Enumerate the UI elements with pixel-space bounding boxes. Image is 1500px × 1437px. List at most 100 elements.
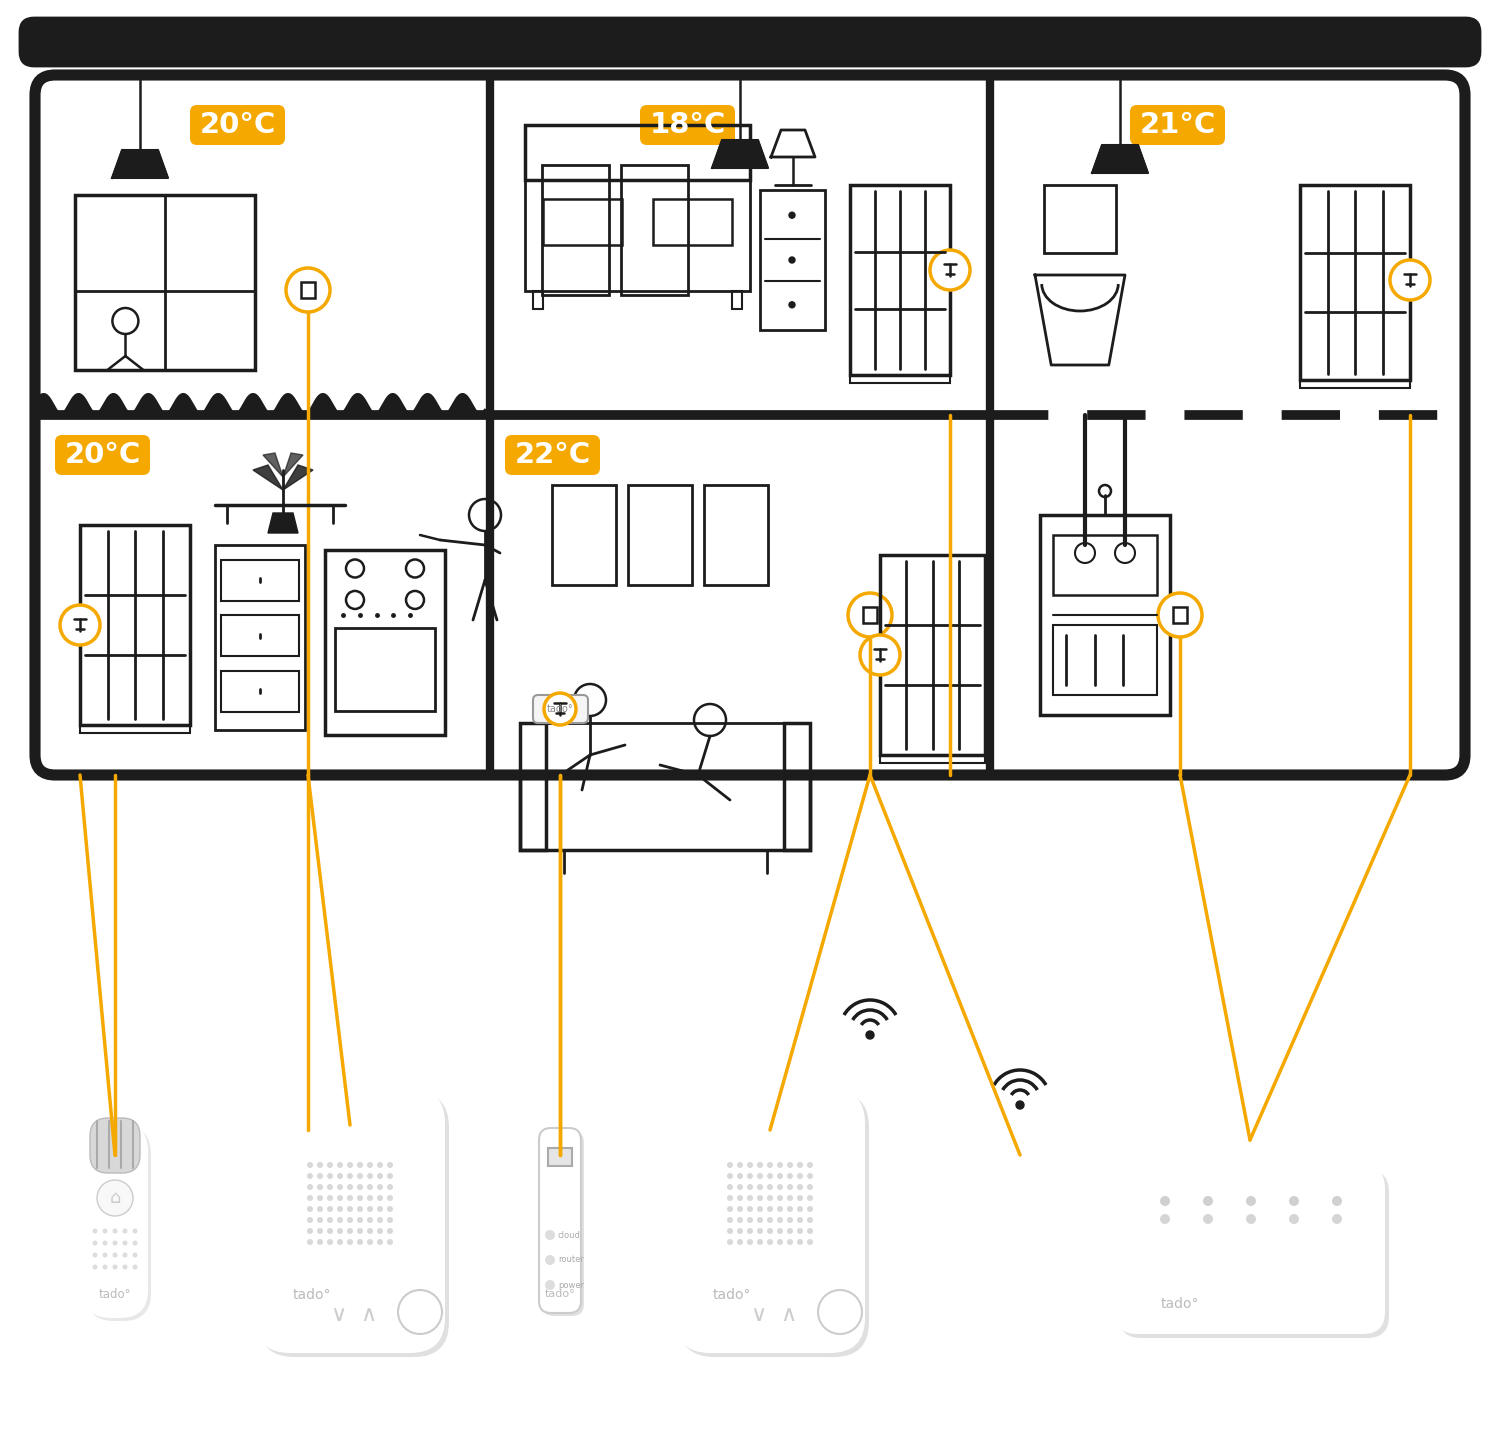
FancyBboxPatch shape bbox=[538, 1128, 580, 1313]
Circle shape bbox=[346, 1206, 352, 1211]
Circle shape bbox=[766, 1229, 772, 1234]
Circle shape bbox=[316, 1196, 322, 1201]
Circle shape bbox=[1332, 1196, 1342, 1206]
Circle shape bbox=[112, 1253, 117, 1257]
Bar bbox=[1040, 514, 1170, 716]
Circle shape bbox=[796, 1229, 802, 1234]
Circle shape bbox=[544, 1280, 555, 1290]
Text: ∨: ∨ bbox=[750, 1305, 766, 1325]
Circle shape bbox=[807, 1229, 813, 1234]
Circle shape bbox=[777, 1217, 783, 1223]
Circle shape bbox=[758, 1184, 764, 1190]
Circle shape bbox=[316, 1173, 322, 1178]
Circle shape bbox=[132, 1240, 138, 1246]
Circle shape bbox=[736, 1184, 742, 1190]
Circle shape bbox=[807, 1206, 813, 1211]
Circle shape bbox=[544, 1230, 555, 1240]
Bar bbox=[302, 282, 315, 297]
Circle shape bbox=[758, 1163, 764, 1168]
Circle shape bbox=[788, 1163, 794, 1168]
Polygon shape bbox=[712, 139, 768, 168]
FancyBboxPatch shape bbox=[680, 1092, 868, 1357]
Circle shape bbox=[777, 1239, 783, 1244]
Circle shape bbox=[788, 1173, 794, 1178]
Circle shape bbox=[758, 1229, 764, 1234]
Circle shape bbox=[789, 213, 795, 218]
Circle shape bbox=[728, 1229, 734, 1234]
Text: 22°C: 22°C bbox=[514, 441, 591, 468]
Circle shape bbox=[376, 1206, 382, 1211]
Circle shape bbox=[789, 257, 795, 263]
Circle shape bbox=[316, 1229, 322, 1234]
Bar bbox=[704, 486, 768, 585]
Text: ∨: ∨ bbox=[330, 1305, 346, 1325]
FancyBboxPatch shape bbox=[542, 1131, 584, 1316]
Circle shape bbox=[338, 1206, 344, 1211]
Circle shape bbox=[308, 1173, 314, 1178]
Circle shape bbox=[747, 1163, 753, 1168]
Circle shape bbox=[1158, 593, 1202, 637]
Bar bbox=[220, 560, 298, 601]
Bar bbox=[326, 550, 446, 734]
Polygon shape bbox=[268, 513, 298, 533]
Circle shape bbox=[112, 308, 138, 333]
Circle shape bbox=[766, 1163, 772, 1168]
Circle shape bbox=[747, 1184, 753, 1190]
Circle shape bbox=[788, 1229, 794, 1234]
FancyBboxPatch shape bbox=[34, 75, 1466, 775]
Bar bbox=[628, 486, 692, 585]
Circle shape bbox=[777, 1173, 783, 1178]
Circle shape bbox=[807, 1163, 813, 1168]
Polygon shape bbox=[262, 453, 284, 477]
Circle shape bbox=[1332, 1214, 1342, 1224]
Polygon shape bbox=[284, 466, 314, 490]
FancyBboxPatch shape bbox=[1130, 105, 1226, 145]
Circle shape bbox=[357, 1206, 363, 1211]
Circle shape bbox=[338, 1229, 344, 1234]
Circle shape bbox=[98, 1180, 134, 1216]
Bar bbox=[732, 292, 742, 309]
Circle shape bbox=[368, 1206, 374, 1211]
Circle shape bbox=[376, 1184, 382, 1190]
Circle shape bbox=[102, 1265, 108, 1269]
Circle shape bbox=[357, 1163, 363, 1168]
Circle shape bbox=[1203, 1214, 1214, 1224]
Circle shape bbox=[796, 1196, 802, 1201]
Circle shape bbox=[387, 1229, 393, 1234]
Bar bbox=[1300, 185, 1410, 379]
Circle shape bbox=[327, 1239, 333, 1244]
Circle shape bbox=[357, 1184, 363, 1190]
Circle shape bbox=[376, 1173, 382, 1178]
Circle shape bbox=[758, 1173, 764, 1178]
Circle shape bbox=[818, 1290, 862, 1334]
Circle shape bbox=[728, 1239, 734, 1244]
Text: 20°C: 20°C bbox=[200, 111, 276, 139]
Circle shape bbox=[807, 1239, 813, 1244]
Circle shape bbox=[777, 1163, 783, 1168]
Bar bbox=[80, 525, 190, 726]
Circle shape bbox=[847, 593, 892, 637]
Circle shape bbox=[327, 1184, 333, 1190]
Text: tado°: tado° bbox=[1161, 1298, 1200, 1311]
Circle shape bbox=[308, 1239, 314, 1244]
FancyBboxPatch shape bbox=[90, 1118, 140, 1173]
Circle shape bbox=[376, 1229, 382, 1234]
Text: cloud: cloud bbox=[558, 1230, 580, 1240]
Circle shape bbox=[387, 1217, 393, 1223]
Circle shape bbox=[777, 1229, 783, 1234]
Circle shape bbox=[796, 1173, 802, 1178]
Circle shape bbox=[316, 1239, 322, 1244]
Circle shape bbox=[387, 1184, 393, 1190]
Circle shape bbox=[308, 1217, 314, 1223]
Circle shape bbox=[308, 1184, 314, 1190]
FancyBboxPatch shape bbox=[1119, 1170, 1389, 1338]
FancyBboxPatch shape bbox=[82, 1122, 148, 1318]
Circle shape bbox=[544, 1255, 555, 1265]
Bar bbox=[520, 723, 810, 775]
Circle shape bbox=[789, 302, 795, 308]
Circle shape bbox=[93, 1265, 98, 1269]
Circle shape bbox=[368, 1229, 374, 1234]
Bar bbox=[520, 723, 546, 851]
Circle shape bbox=[777, 1196, 783, 1201]
Bar bbox=[1053, 535, 1156, 595]
